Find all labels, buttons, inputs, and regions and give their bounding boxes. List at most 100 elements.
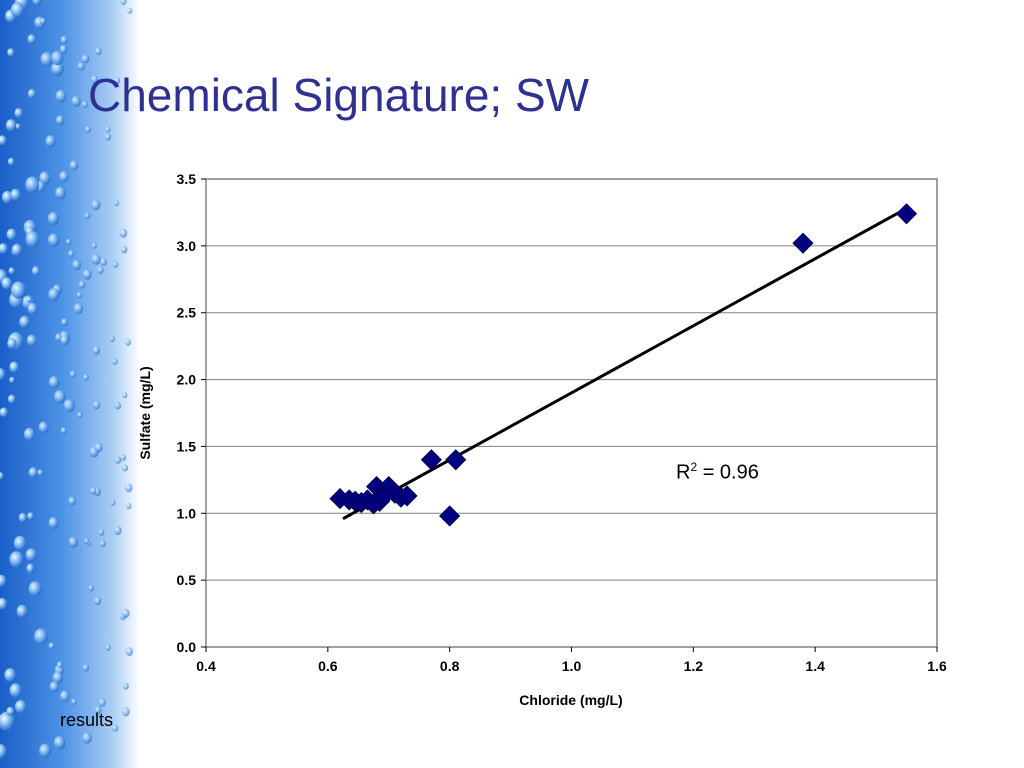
water-drop [95, 47, 102, 56]
water-drop [7, 338, 17, 350]
water-drop [120, 245, 128, 254]
water-drop [122, 392, 128, 399]
data-point [792, 232, 814, 254]
water-drop [112, 724, 119, 732]
water-drop [6, 706, 15, 716]
water-drop [91, 242, 97, 249]
water-drop [49, 681, 59, 693]
water-drop [28, 467, 38, 478]
water-drop [113, 200, 120, 207]
water-drop [7, 157, 15, 166]
water-drop [25, 548, 37, 562]
water-drop [4, 668, 17, 682]
water-drop [34, 628, 48, 645]
water-drop [94, 705, 102, 715]
water-drop [84, 125, 92, 134]
water-drop [13, 535, 27, 551]
water-drop [77, 62, 85, 71]
water-drop [68, 250, 75, 258]
water-drop [9, 376, 15, 384]
water-drop [10, 2, 24, 18]
water-drop [69, 160, 79, 171]
water-drop [51, 50, 64, 66]
water-drop [55, 89, 67, 103]
water-drop [125, 338, 132, 346]
y-tick-label: 0.0 [177, 639, 197, 655]
trendline [342, 207, 908, 520]
water-drop [120, 454, 127, 461]
water-drop [113, 526, 122, 536]
water-drop [9, 683, 22, 698]
water-drop [76, 291, 83, 299]
water-drop [90, 487, 97, 495]
water-drop [121, 464, 129, 472]
water-drop [120, 0, 127, 5]
water-drop [26, 296, 32, 303]
water-drop [26, 563, 35, 573]
water-drop [114, 401, 121, 410]
water-drop [65, 238, 72, 245]
water-drop [91, 254, 101, 265]
data-point [439, 505, 461, 527]
water-drop [5, 119, 17, 132]
x-tick-label: 1.4 [805, 658, 825, 674]
water-drop [6, 228, 17, 241]
data-point [895, 203, 918, 225]
water-drop [0, 574, 7, 587]
x-tick-label: 1.6 [927, 658, 947, 674]
water-drop [127, 7, 133, 14]
water-drop [26, 334, 37, 347]
water-drop [51, 61, 64, 76]
water-drop [92, 345, 101, 355]
y-tick-label: 3.0 [177, 238, 197, 254]
water-drop [71, 698, 77, 705]
water-drop [91, 199, 101, 211]
water-drop [68, 496, 76, 506]
water-drop [72, 259, 82, 271]
x-tick-label: 0.6 [318, 658, 338, 674]
water-drop [60, 427, 67, 435]
water-drop [31, 266, 40, 276]
water-drop [0, 135, 7, 146]
y-tick-label: 1.5 [177, 438, 197, 454]
data-points [329, 203, 918, 527]
water-drop [93, 596, 102, 606]
water-drop [54, 389, 66, 404]
x-axis-label: Chloride (mg/L) [519, 692, 622, 708]
y-tick-labels: 0.0 0.5 1.0 1.5 2.0 2.5 3.0 3.5 [177, 171, 197, 655]
water-drop [60, 335, 70, 346]
water-drop [0, 243, 8, 255]
plot-area [205, 178, 938, 648]
water-drop [71, 95, 81, 107]
x-tick-label: 0.4 [196, 658, 216, 674]
water-drop [84, 212, 91, 220]
water-drop [82, 269, 92, 280]
water-drop [7, 394, 16, 404]
r2-prefix: R [676, 461, 691, 484]
water-drop [45, 135, 56, 148]
water-drops-decoration [0, 0, 140, 768]
water-drop [109, 335, 115, 343]
y-tick-label: 3.5 [177, 171, 197, 187]
water-drop [97, 266, 104, 274]
water-drop [39, 743, 52, 758]
water-drop [114, 456, 122, 464]
x-tick-label: 1.2 [684, 658, 704, 674]
water-drop [40, 52, 53, 67]
water-drop [105, 644, 111, 651]
water-drop [2, 190, 13, 204]
water-drop [56, 661, 63, 669]
r2-value: = 0.96 [697, 461, 759, 484]
water-drop [122, 682, 129, 690]
water-drop [105, 126, 111, 133]
water-drop [125, 647, 133, 656]
water-drop [112, 261, 119, 268]
water-drop [16, 604, 28, 618]
r-squared-annotation: R2 = 0.96 [676, 460, 759, 485]
water-drop [82, 732, 92, 744]
water-drop [104, 133, 112, 141]
water-drop [10, 188, 21, 201]
water-drop [88, 584, 94, 592]
water-drop [60, 35, 68, 45]
water-drop [0, 367, 6, 381]
